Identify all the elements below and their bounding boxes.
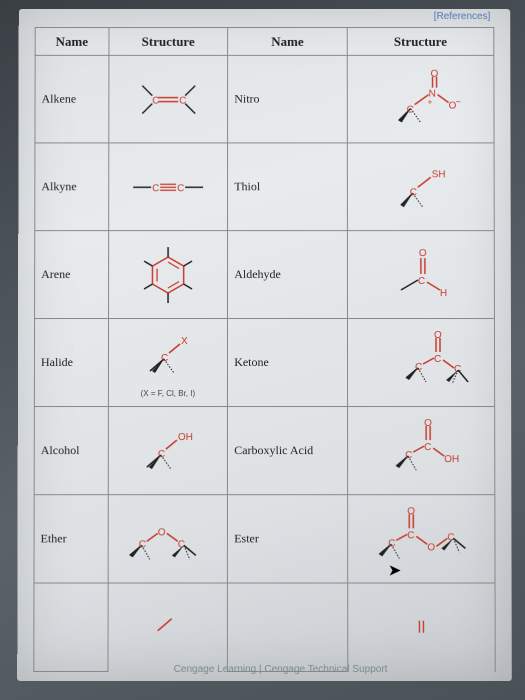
svg-text:C: C: [152, 95, 159, 106]
svg-text:−: −: [455, 96, 460, 106]
structure-ester: C C O O C: [347, 495, 495, 583]
header-structure-1: Structure: [109, 28, 228, 56]
svg-text:C: C: [407, 104, 414, 115]
svg-text:O: O: [430, 68, 438, 79]
partial-struct: [108, 583, 228, 671]
structure-aldehyde: C O H: [347, 231, 494, 319]
svg-text:O: O: [427, 542, 435, 553]
svg-text:C: C: [410, 187, 417, 198]
row-name-ester: Ester: [228, 495, 348, 583]
header-structure-2: Structure: [347, 28, 494, 56]
svg-text:C: C: [139, 539, 146, 550]
row-name-alkyne: Alkyne: [35, 143, 109, 231]
ketone-svg: C C O C: [366, 328, 476, 398]
alkyne-svg: C C: [123, 167, 213, 207]
structure-carboxylic: C C O OH: [347, 407, 495, 495]
row-name-halide: Halide: [34, 319, 108, 407]
structure-arene: [108, 231, 228, 319]
table-row: Alkene C C: [35, 55, 494, 143]
row-name-nitro: Nitro: [228, 55, 347, 143]
table-row: Alkyne C C Thiol: [35, 143, 494, 231]
svg-text:C: C: [179, 95, 186, 106]
arene-svg: [123, 235, 213, 315]
alcohol-svg: C OH: [125, 421, 210, 481]
svg-text:C: C: [152, 183, 159, 194]
svg-text:O: O: [434, 329, 442, 340]
partial-cell: [34, 583, 108, 671]
structure-ether: C O C: [108, 495, 228, 583]
row-name-ether: Ether: [34, 495, 108, 583]
row-name-alcohol: Alcohol: [34, 407, 108, 495]
svg-text:C: C: [405, 450, 412, 461]
aldehyde-svg: C O H: [376, 240, 466, 310]
svg-text:SH: SH: [432, 169, 446, 180]
partial-cell2: [228, 583, 348, 671]
svg-text:O: O: [424, 418, 432, 429]
mouse-cursor: ➤: [388, 560, 401, 580]
references-link[interactable]: [References]: [434, 11, 491, 22]
row-name-arene: Arene: [35, 231, 109, 319]
svg-text:C: C: [158, 449, 165, 460]
svg-text:C: C: [177, 183, 184, 194]
svg-text:C: C: [407, 530, 414, 541]
table-row: Arene: [35, 231, 495, 319]
svg-text:C: C: [447, 532, 454, 543]
alkene-svg: C C: [128, 69, 208, 129]
halide-footnote: (X = F, Cl, Br, I): [128, 389, 208, 398]
row-name-carboxylic: Carboxylic Acid: [228, 407, 348, 495]
svg-text:C: C: [415, 361, 422, 372]
structure-alkyne: C C: [108, 143, 227, 231]
table-row: Halide C X (X = F, Cl, Br, I): [34, 319, 494, 407]
row-name-ketone: Ketone: [228, 319, 348, 407]
thiol-svg: C SH: [371, 157, 471, 217]
svg-text:O: O: [158, 527, 166, 538]
svg-text:C: C: [418, 276, 425, 287]
svg-text:O: O: [407, 506, 415, 517]
halide-svg: C X: [128, 327, 208, 382]
structure-ketone: C C O C: [347, 319, 494, 407]
nitro-svg: C N + O O −: [371, 64, 471, 134]
row-name-alkene: Alkene: [35, 55, 109, 143]
carboxylic-svg: C C O OH: [366, 416, 476, 486]
structure-halide: C X (X = F, Cl, Br, I): [108, 319, 228, 407]
svg-text:OH: OH: [178, 432, 193, 443]
row-name-thiol: Thiol: [228, 143, 347, 231]
header-name-2: Name: [228, 28, 347, 56]
header-name-1: Name: [35, 28, 108, 56]
svg-text:H: H: [440, 288, 447, 299]
svg-text:C: C: [161, 353, 168, 364]
svg-text:C: C: [178, 539, 185, 550]
svg-text:O: O: [419, 248, 427, 259]
svg-text:OH: OH: [444, 454, 459, 465]
structure-thiol: C SH: [347, 143, 494, 231]
table-row: Alcohol C OH Carboxylic Acid: [34, 407, 495, 495]
svg-text:+: +: [427, 97, 432, 106]
functional-groups-table: Name Structure Name Structure Alkene C C: [33, 27, 495, 672]
structure-alkene: C C: [108, 55, 227, 143]
screen-area: [References] Name Structure Name Structu…: [17, 9, 512, 681]
structure-nitro: C N + O O −: [347, 55, 494, 143]
row-name-aldehyde: Aldehyde: [228, 231, 348, 319]
structure-alcohol: C OH: [108, 407, 228, 495]
svg-text:C: C: [424, 442, 431, 453]
svg-text:C: C: [388, 538, 395, 549]
table-row: Ether C O C: [34, 495, 495, 583]
header-row: Name Structure Name Structure: [35, 28, 494, 56]
partial-struct2: [347, 583, 495, 671]
table-row-partial: [34, 583, 495, 671]
ether-svg: C O C: [118, 509, 218, 569]
svg-text:X: X: [181, 336, 188, 347]
ester-svg: C C O O C: [361, 504, 481, 574]
svg-text:C: C: [434, 353, 441, 364]
footer-text[interactable]: Cengage Learning | Cengage Technical Sup…: [33, 664, 525, 675]
